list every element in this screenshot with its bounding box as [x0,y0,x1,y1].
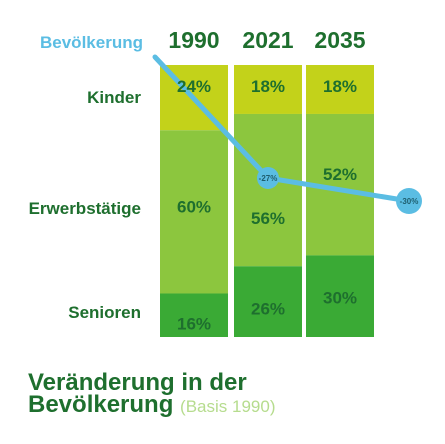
bar-senioren-2021 [234,266,302,337]
line-series-label: Bevölkerung [40,33,143,52]
year-label-2021: 2021 [242,27,293,53]
chart-footer: Veränderung in der Bevölkerung (Basis 19… [28,369,428,418]
bar-kinder-2035 [306,65,374,114]
bar-kinder-2021 [234,65,302,114]
line-marker-2021 [257,167,279,189]
row-label-erwerbstätige: Erwerbstätige [29,199,141,218]
row-label-senioren: Senioren [68,303,141,322]
bar-senioren-1990 [160,293,228,337]
value-label-senioren-2021: 26% [251,299,285,318]
row-label-kinder: Kinder [87,88,141,107]
value-label-erwerbstätige-2021: 56% [251,209,285,228]
value-label-senioren-2035: 30% [323,288,357,307]
label-group: 1990 2021 2035 24% 60% 16% 18% 56% 26% 18% 52% 30% K… [29,27,366,333]
line-marker-label-2021: -27% [259,174,278,183]
footer-title-line2: Bevölkerung (Basis 1990) [28,391,428,418]
value-label-erwerbstätige-1990: 60% [177,197,211,216]
year-label-2035: 2035 [314,27,365,53]
value-label-erwerbstätige-2035: 52% [323,165,357,184]
footer-basis: (Basis 1990) [180,397,276,416]
value-label-kinder-1990: 24% [177,77,211,96]
value-label-senioren-1990: 16% [177,314,211,333]
bar-senioren-2035 [306,255,374,337]
line-layer: -27% -30% [152,54,422,214]
bar-group [160,65,374,337]
footer-title-word: Bevölkerung [28,391,174,418]
bar-erwerbstätige-2021 [234,113,302,267]
line-marker-label-2035: -30% [400,197,419,206]
value-label-kinder-2021: 18% [251,77,285,96]
line-marker-2035 [396,188,422,214]
value-label-kinder-2035: 18% [323,77,357,96]
year-label-1990: 1990 [168,27,219,53]
footer-title-line1: Veränderung in der [28,369,247,396]
bar-erwerbstätige-1990 [160,130,228,294]
